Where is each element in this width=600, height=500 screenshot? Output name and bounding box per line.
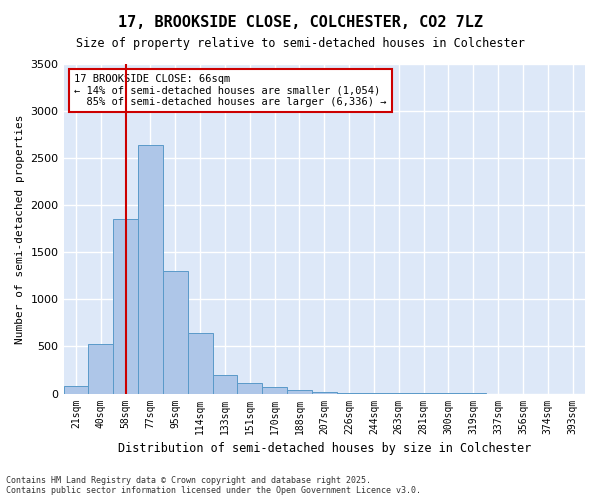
Bar bbox=[64, 386, 88, 394]
Text: Size of property relative to semi-detached houses in Colchester: Size of property relative to semi-detach… bbox=[76, 38, 524, 51]
Bar bbox=[312, 392, 337, 394]
Bar bbox=[212, 374, 238, 394]
Bar bbox=[262, 387, 287, 394]
Text: 17 BROOKSIDE CLOSE: 66sqm
← 14% of semi-detached houses are smaller (1,054)
  85: 17 BROOKSIDE CLOSE: 66sqm ← 14% of semi-… bbox=[74, 74, 386, 107]
Bar bbox=[337, 392, 362, 394]
Bar bbox=[287, 390, 312, 394]
Bar bbox=[188, 334, 212, 394]
Bar bbox=[88, 344, 113, 394]
Bar bbox=[138, 145, 163, 394]
Bar bbox=[238, 383, 262, 394]
Bar bbox=[113, 220, 138, 394]
Y-axis label: Number of semi-detached properties: Number of semi-detached properties bbox=[15, 114, 25, 344]
Bar bbox=[163, 271, 188, 394]
Text: 17, BROOKSIDE CLOSE, COLCHESTER, CO2 7LZ: 17, BROOKSIDE CLOSE, COLCHESTER, CO2 7LZ bbox=[118, 15, 482, 30]
X-axis label: Distribution of semi-detached houses by size in Colchester: Distribution of semi-detached houses by … bbox=[118, 442, 531, 455]
Text: Contains HM Land Registry data © Crown copyright and database right 2025.
Contai: Contains HM Land Registry data © Crown c… bbox=[6, 476, 421, 495]
